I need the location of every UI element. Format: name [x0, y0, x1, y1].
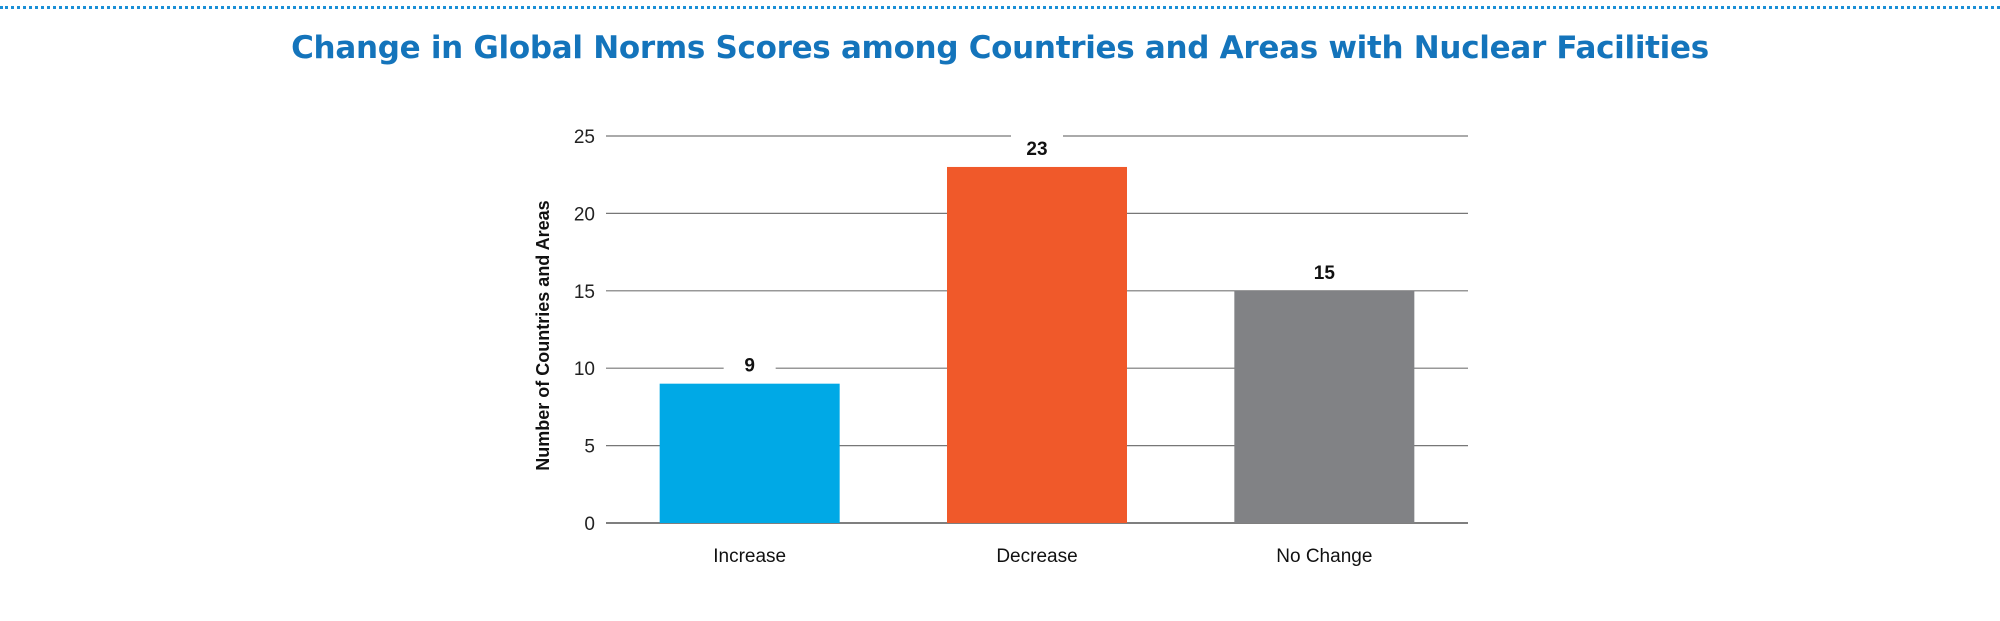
y-tick-label-5: 5 — [584, 437, 595, 458]
bar-decrease — [947, 166, 1127, 523]
y-axis-title: Number of Countries and Areas — [533, 200, 553, 470]
y-tick-label-10: 10 — [574, 359, 595, 380]
top-dotted-rule — [0, 6, 2000, 9]
y-tick-label-15: 15 — [574, 282, 595, 303]
y-tick-label-0: 0 — [584, 514, 595, 535]
data-label-background — [1298, 258, 1351, 285]
labels: 0 5 10 15 20 25 9 Increase 23 Decrease 15 No Change — [574, 127, 1373, 567]
x-tick-label-increase: Increase — [713, 546, 786, 567]
y-tick-label-25: 25 — [574, 127, 595, 148]
y-tick-label-20: 20 — [574, 204, 595, 225]
bars — [659, 166, 1415, 523]
bar-increase — [659, 383, 840, 523]
data-label-increase: 9 — [744, 356, 755, 377]
data-label-decrease: 23 — [1026, 139, 1047, 160]
chart-title: Change in Global Norms Scores among Coun… — [291, 30, 1709, 66]
data-label-background — [723, 351, 776, 378]
x-tick-label-no-change: No Change — [1276, 546, 1372, 567]
bar-no-change — [1234, 290, 1415, 523]
data-label-no-change: 15 — [1314, 263, 1336, 284]
x-tick-label-decrease: Decrease — [996, 546, 1077, 567]
data-label-background — [1011, 134, 1063, 161]
